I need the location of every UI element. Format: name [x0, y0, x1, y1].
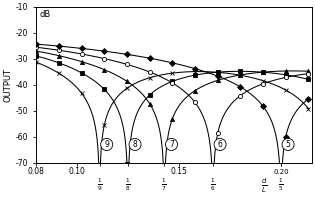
Text: dB: dB: [39, 10, 50, 19]
Text: 0.20: 0.20: [273, 169, 289, 175]
Text: $\frac{1}{6}$: $\frac{1}{6}$: [210, 177, 216, 193]
Text: 9: 9: [104, 140, 109, 149]
Text: 8: 8: [133, 140, 137, 149]
Text: $\frac{1}{8}$: $\frac{1}{8}$: [125, 177, 131, 193]
Text: 6: 6: [218, 140, 222, 149]
Text: $\frac{1}{7}$: $\frac{1}{7}$: [162, 177, 167, 193]
Text: 7: 7: [169, 140, 174, 149]
Text: 5: 5: [286, 140, 290, 149]
Text: $\frac{1}{9}$: $\frac{1}{9}$: [97, 177, 102, 193]
Text: $\frac{d}{L}$: $\frac{d}{L}$: [261, 177, 268, 195]
Text: $\frac{1}{5}$: $\frac{1}{5}$: [278, 177, 284, 193]
Y-axis label: OUTPUT: OUTPUT: [3, 68, 13, 102]
